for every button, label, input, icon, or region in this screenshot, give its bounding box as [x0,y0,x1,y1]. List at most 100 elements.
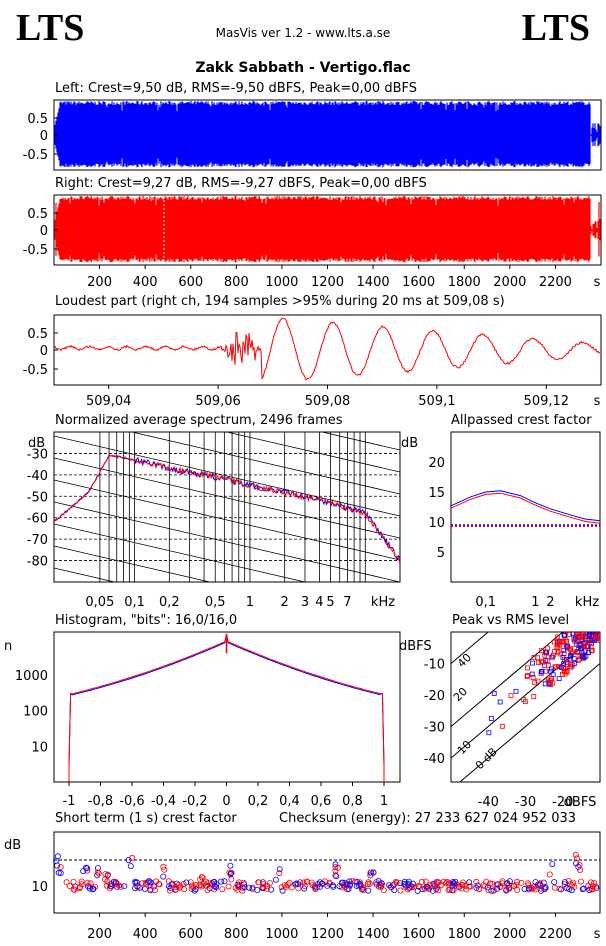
peakrms-diag-label: 0 dB [473,745,500,772]
peakrms-point [597,635,600,640]
crest-point [569,881,576,888]
crest-point [279,887,286,894]
crest-point [402,882,409,889]
allpassed-series-left [450,490,601,522]
crest-point [426,881,433,888]
caption-crest: Short term (1 s) crest factor [55,811,237,826]
spectrum-ytick-label: -80 [27,555,48,570]
peakrms-point [571,645,577,651]
crest-point [187,879,194,886]
crest-point [391,887,398,894]
crest-point [549,861,556,868]
crest-point [450,887,457,894]
crest-point [107,883,114,890]
peakrms-point [508,693,514,699]
crest-point [521,886,528,893]
crest-point [365,879,372,886]
crest-point [579,886,586,893]
peakrms-point [529,671,535,677]
peakrms-point [530,675,536,680]
caption-left: Left: Crest=9,50 dB, RMS=-9,50 dBFS, Pea… [55,81,417,96]
peakrms-point [586,613,590,617]
peakrms-point [570,625,574,629]
peakrms-point [582,620,586,624]
crest-point [574,855,581,862]
crest-point [268,886,275,893]
spectrum-xtick-label: 0,05 [85,595,114,610]
spectrum-ylabel: dB [28,436,45,451]
loudest-xtick-label: 509,12 [524,394,570,409]
crest-point [151,887,158,894]
peakrms-point [580,632,586,638]
crest-point [541,886,548,893]
peakrms-point [549,666,554,672]
crest-point [127,863,134,870]
peakrms-point [588,627,592,631]
spectrum-xtick-label: 0,1 [124,595,145,610]
crest-point [160,863,167,870]
crest-point [330,883,337,890]
crest-point [482,883,489,890]
loudest-xunit: s [594,394,601,409]
crest-point [380,887,387,894]
peakrms-point [574,650,580,655]
peakrms-point [549,654,555,660]
peakrms-point [587,632,593,637]
allpassed-ylabel: dB [401,436,418,451]
spectrum-slope-line [54,523,307,582]
loudest-ytick-label: -0.5 [23,363,48,378]
spectrum-xtick-label: 5 [326,595,334,610]
crest-point [339,879,346,886]
peakrms-point [592,621,596,625]
crest-point [191,887,198,894]
crest-point [288,884,295,891]
crest-xtick-label: 1800 [448,927,481,942]
peakrms-point [542,652,548,658]
spectrum-slope-line [225,432,400,473]
peakrms-point [486,730,492,736]
crest-point [192,886,199,893]
crest-point [202,878,209,885]
crest-point [183,879,190,886]
histogram-xtick-label: -0,6 [119,794,144,809]
peakrms-point [578,624,582,628]
peakrms-point [578,627,582,631]
peakrms-point [589,625,593,629]
crest-point [551,884,558,891]
crest-point [525,880,532,887]
crest-point [295,885,302,892]
crest-point [397,887,404,894]
peakrms-point [555,634,560,640]
crest-point [494,885,501,892]
peakrms-point [580,623,584,627]
peakrms-point [535,660,541,665]
caption-allpassed: Allpassed crest factor [451,413,592,428]
peakrms-point [567,632,573,637]
crest-point [433,881,440,888]
peakrms-point [578,625,582,629]
crest-point [278,884,285,891]
peakrms-point [590,610,594,614]
crest-point [281,882,288,889]
spectrum-xtick-label: 0,5 [205,595,226,610]
waveform-right-signal [54,196,601,263]
histogram-xtick-label: 0,8 [342,794,363,809]
peakrms-point [586,650,591,655]
crest-point [80,868,87,875]
crest-xtick-label: 600 [178,927,203,942]
waveform-xtick-label: 1000 [265,275,298,290]
spectrum-slope-line [54,501,400,582]
crest-xtick-label: 200 [87,927,112,942]
peakrms-point [548,677,554,683]
crest-point [304,878,311,885]
crest-xtick-label: 2200 [539,927,572,942]
crest-point [199,874,206,881]
crest-point [452,878,459,885]
peakrms-point [579,646,584,652]
spectrum-ytick-label: -60 [27,512,48,527]
crest-point [169,881,176,888]
crest-point [172,887,179,894]
crest-point [360,884,367,891]
peakrms-point [491,691,497,696]
peakrms-point [594,623,598,627]
